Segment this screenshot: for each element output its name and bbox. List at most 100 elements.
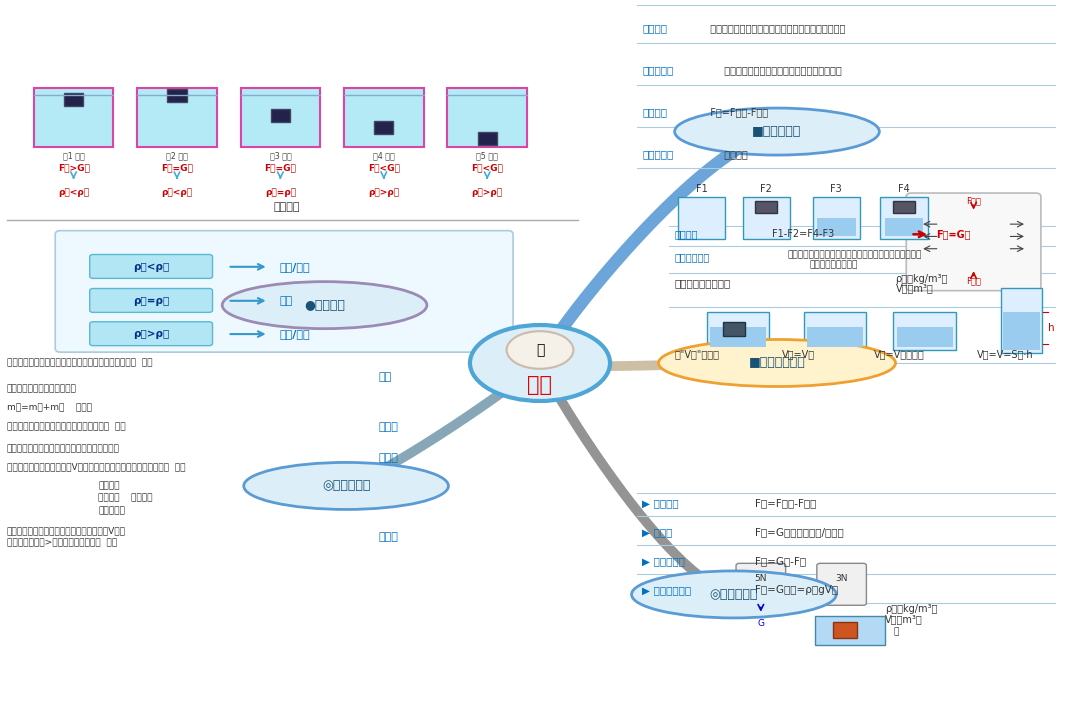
Text: ρ物>ρ液: ρ物>ρ液	[133, 329, 170, 339]
Text: 轮船满载时，排开水的总重量: 轮船满载时，排开水的总重量	[6, 385, 77, 393]
FancyBboxPatch shape	[807, 327, 863, 347]
Text: 图1 上浮: 图1 上浮	[63, 152, 84, 161]
FancyBboxPatch shape	[343, 88, 423, 147]
Text: 竖直向上: 竖直向上	[718, 149, 747, 159]
Text: F2: F2	[760, 184, 772, 195]
FancyBboxPatch shape	[90, 288, 213, 312]
Text: 🐿: 🐿	[536, 343, 544, 357]
Text: F浮=G物-F拉: F浮=G物-F拉	[755, 556, 807, 566]
FancyBboxPatch shape	[477, 132, 497, 145]
Text: F4: F4	[899, 184, 910, 195]
Text: 下沉/沉底: 下沉/沉底	[280, 329, 310, 339]
FancyBboxPatch shape	[1003, 312, 1040, 350]
FancyBboxPatch shape	[241, 88, 321, 147]
FancyBboxPatch shape	[707, 312, 769, 350]
Text: 实验过程: 实验过程	[675, 229, 698, 240]
Text: ●浮沉条件: ●浮沉条件	[305, 298, 345, 311]
Text: 使气球所受浮力>重力，从而飞向天空  原理: 使气球所受浮力>重力，从而飞向天空 原理	[6, 538, 117, 547]
Text: 轮船: 轮船	[378, 372, 392, 383]
FancyBboxPatch shape	[896, 327, 953, 347]
FancyBboxPatch shape	[374, 121, 393, 134]
Text: 开液体所受到的重力: 开液体所受到的重力	[809, 260, 858, 269]
FancyBboxPatch shape	[737, 563, 785, 605]
Text: 浮力的定义: 浮力的定义	[643, 65, 674, 75]
Text: ▶ 阿基米德原理: ▶ 阿基米德原理	[643, 585, 691, 595]
Text: 浸在液体中的物体受到向上的浮力，浮力的大小等于它排: 浸在液体中的物体受到向上的浮力，浮力的大小等于它排	[787, 250, 922, 259]
Text: 计算公式: 计算公式	[643, 107, 667, 117]
FancyBboxPatch shape	[33, 88, 113, 147]
Text: V排=V液面以下: V排=V液面以下	[874, 349, 924, 359]
Text: ρ液（kg/m³）: ρ液（kg/m³）	[885, 604, 937, 614]
Text: F1-F2=F4-F3: F1-F2=F4-F3	[771, 229, 834, 240]
Text: 图2 漂浮: 图2 漂浮	[166, 152, 188, 161]
FancyBboxPatch shape	[1001, 287, 1042, 353]
Text: 图5 沉底: 图5 沉底	[476, 152, 498, 161]
Ellipse shape	[470, 325, 610, 401]
Text: F浮>G物: F浮>G物	[57, 163, 90, 172]
FancyBboxPatch shape	[743, 197, 789, 239]
Text: F浮<G物: F浮<G物	[471, 163, 503, 172]
Text: ρ物<ρ液: ρ物<ρ液	[161, 188, 192, 197]
Text: ρ物>ρ液: ρ物>ρ液	[368, 188, 400, 197]
Text: F1: F1	[696, 184, 707, 195]
Text: V排（m³）: V排（m³）	[885, 614, 922, 624]
FancyBboxPatch shape	[711, 327, 766, 347]
Text: 热气球: 热气球	[378, 531, 399, 542]
Text: F浮=G物: F浮=G物	[265, 163, 296, 172]
Text: h: h	[1049, 323, 1055, 333]
Text: 5N: 5N	[755, 574, 767, 583]
Text: F浮=G排: F浮=G排	[936, 229, 971, 240]
Text: ◎浮力的计算: ◎浮力的计算	[710, 588, 758, 601]
Ellipse shape	[632, 571, 836, 618]
Text: 始终能漂浮在被测液体中，其所受浮力等于重力: 始终能漂浮在被测液体中，其所受浮力等于重力	[6, 444, 120, 453]
Text: V排=V液: V排=V液	[782, 349, 815, 359]
Text: 上浮/漂浮: 上浮/漂浮	[280, 262, 310, 272]
Text: ρ物>ρ液: ρ物>ρ液	[472, 188, 503, 197]
FancyBboxPatch shape	[893, 201, 915, 213]
Text: 将密度大于水的材料做成空心，使它能够排开更多的水  原理: 将密度大于水的材料做成空心，使它能够排开更多的水 原理	[6, 359, 152, 367]
Text: F向上: F向上	[967, 277, 981, 286]
Text: F浮=F向上-F向下: F浮=F向上-F向下	[755, 498, 816, 508]
Text: 产生原因: 产生原因	[643, 23, 667, 33]
Text: F浮=G物: F浮=G物	[161, 163, 193, 172]
Text: 上小下大: 上小下大	[98, 481, 120, 491]
FancyBboxPatch shape	[885, 219, 923, 236]
FancyBboxPatch shape	[137, 88, 217, 147]
FancyBboxPatch shape	[55, 231, 513, 352]
Text: 密度计: 密度计	[378, 454, 399, 463]
Text: ρ物<ρ液: ρ物<ρ液	[58, 188, 90, 197]
Text: 物体受到液体（或气体）给它的向上与向下的压力差: 物体受到液体（或气体）给它的向上与向下的压力差	[704, 23, 846, 33]
Text: 3N: 3N	[835, 574, 848, 583]
Text: 浮沉条件: 浮沉条件	[273, 202, 300, 212]
Text: G: G	[757, 619, 765, 628]
Text: 气球内气体温度升高，气球体积变大，增大V排，: 气球内气体温度升高，气球体积变大，增大V排，	[6, 526, 125, 535]
FancyBboxPatch shape	[880, 197, 928, 239]
Text: 液体的密度越大，密度计的V排越小，对应刻度越靠近密度计的下部  原理: 液体的密度越大，密度计的V排越小，对应刻度越靠近密度计的下部 原理	[6, 462, 186, 472]
FancyBboxPatch shape	[167, 89, 187, 102]
Text: 浮力的方向: 浮力的方向	[643, 149, 674, 159]
Text: ρ液（kg/m³）: ρ液（kg/m³）	[895, 274, 948, 284]
Text: 图4 下沉: 图4 下沉	[373, 152, 394, 161]
Text: ▶ 二次称量法: ▶ 二次称量法	[643, 556, 685, 566]
Text: ■浮力的产生: ■浮力的产生	[753, 125, 801, 138]
Text: ◎浮力的应用: ◎浮力的应用	[322, 479, 370, 492]
Text: ▶ 压力差法: ▶ 压力差法	[643, 498, 679, 508]
Text: ρ物=ρ液: ρ物=ρ液	[265, 188, 296, 197]
FancyBboxPatch shape	[678, 197, 726, 239]
Ellipse shape	[222, 282, 427, 329]
FancyBboxPatch shape	[724, 322, 745, 335]
Text: 图3 悬浮: 图3 悬浮	[270, 152, 292, 161]
Text: 潜水艇: 潜水艇	[378, 422, 399, 432]
Text: 水: 水	[893, 627, 899, 637]
FancyBboxPatch shape	[833, 622, 856, 638]
Text: ρ物=ρ液: ρ物=ρ液	[133, 295, 170, 306]
Text: F浮=F向上-F向下: F浮=F向上-F向下	[704, 107, 768, 117]
Text: 悬浮: 悬浮	[280, 295, 293, 306]
Ellipse shape	[675, 108, 879, 155]
FancyBboxPatch shape	[816, 219, 855, 236]
Text: m排=m船+m货    排水量: m排=m船+m货 排水量	[6, 404, 92, 412]
FancyBboxPatch shape	[812, 197, 860, 239]
FancyBboxPatch shape	[447, 88, 527, 147]
FancyBboxPatch shape	[804, 312, 866, 350]
Text: ρ物<ρ液: ρ物<ρ液	[133, 262, 170, 272]
